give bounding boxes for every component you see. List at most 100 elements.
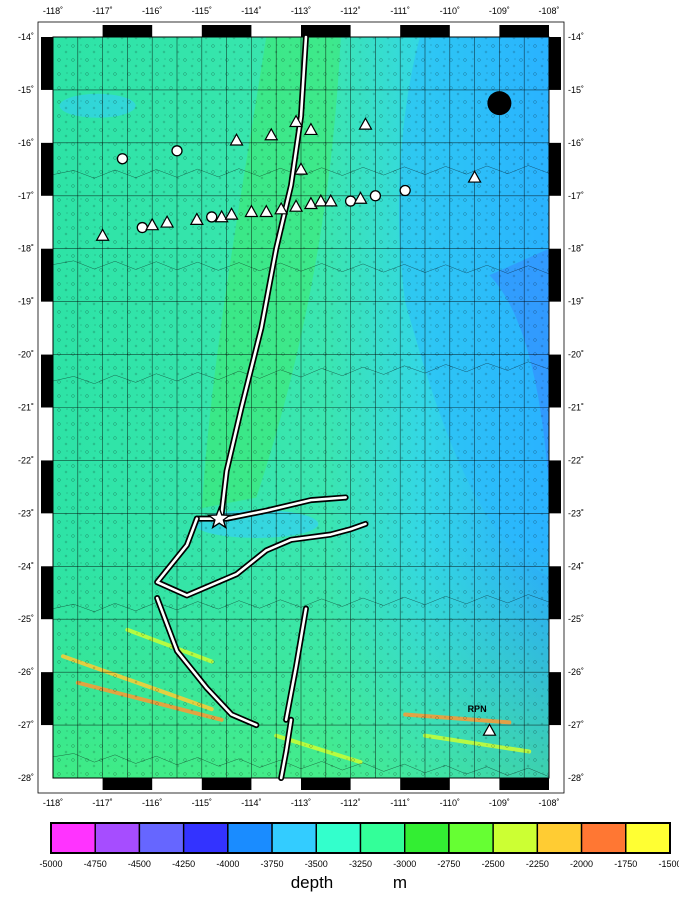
sample-circle-marker	[136, 221, 148, 234]
frame-bar-bottom	[301, 778, 351, 790]
lat-tick-label-right: -23˚	[568, 508, 584, 518]
sample-triangle-marker	[358, 117, 373, 130]
lon-tick-label-bottom: -116˚	[142, 798, 162, 808]
sample-triangle-marker	[289, 199, 304, 212]
lat-tick-label-right: -14˚	[568, 32, 584, 42]
frame-bar-bottom	[102, 778, 153, 790]
lon-tick-label-bottom: -114˚	[241, 798, 261, 808]
lon-tick-label-top: -111˚	[390, 6, 410, 16]
colorbar-tick-label: -2250	[526, 859, 549, 869]
lat-tick-label-left: -22˚	[18, 455, 34, 465]
colorbar-segment	[227, 822, 273, 854]
lon-tick-label-top: -110˚	[440, 6, 460, 16]
lon-tick-label-bottom: -113˚	[291, 798, 311, 808]
colorbar-tick-label: -3750	[261, 859, 284, 869]
frame-bar-right	[549, 37, 561, 90]
lat-tick-label-left: -27˚	[18, 720, 34, 730]
lat-tick-label-left: -16˚	[18, 138, 34, 148]
sample-triangle-marker	[189, 212, 204, 226]
lon-tick-label-top: -109˚	[489, 6, 510, 16]
lon-tick-label-top: -117˚	[92, 6, 112, 16]
frame-bar-top	[102, 25, 153, 37]
graticule	[52, 36, 550, 779]
sample-triangle-marker	[303, 122, 318, 136]
lat-tick-label-right: -21˚	[568, 403, 584, 413]
spreading-axis	[220, 35, 308, 515]
sample-triangle-marker	[229, 132, 244, 146]
lon-tick-label-top: -115˚	[192, 6, 212, 16]
frame-bar-top	[301, 25, 351, 37]
spreading-axis	[279, 718, 293, 780]
colorbar-tick-label: -2000	[570, 859, 593, 869]
sample-triangle-marker	[224, 207, 239, 220]
sample-triangle-marker	[264, 127, 279, 141]
lon-tick-label-bottom: -118˚	[43, 798, 63, 808]
sample-triangle-marker	[313, 193, 328, 207]
frame-bar-bottom	[201, 778, 252, 790]
sample-triangle-marker	[323, 193, 338, 207]
sample-circle-marker	[206, 211, 218, 223]
frame-bar-left	[41, 672, 53, 726]
lat-tick-label-left: -14˚	[18, 32, 34, 42]
frame-bar-left	[41, 354, 53, 408]
sample-triangle-marker	[353, 191, 368, 204]
colorbar-tick-label: -3250	[349, 859, 372, 869]
lat-tick-label-right: -16˚	[568, 138, 584, 148]
colorbar-segment	[138, 822, 185, 854]
colorbar-segment	[625, 822, 671, 854]
lat-tick-label-right: -25˚	[568, 614, 584, 624]
colorbar-segment	[271, 822, 317, 854]
colorbar-tick-label: -1750	[614, 859, 637, 869]
colorbar-segment	[536, 822, 583, 854]
spreading-axis	[284, 607, 308, 722]
frame-bar-left	[41, 248, 53, 302]
sample-triangle-marker	[274, 201, 289, 215]
lat-tick-label-right: -15˚	[568, 85, 584, 95]
colorbar-tick-label: -1500	[658, 859, 679, 869]
lat-tick-label-right: -26˚	[568, 667, 584, 677]
colorbar-tick-label: -4250	[172, 859, 195, 869]
colorbar-tick-label: -2500	[482, 859, 505, 869]
frame-bar-top	[499, 25, 549, 37]
colorbar-tick-label: -3500	[305, 859, 328, 869]
frame-bar-top	[201, 25, 252, 37]
colorbar-segment	[492, 822, 539, 854]
lon-tick-label-bottom: -112˚	[340, 798, 360, 808]
lon-tick-label-top: -108˚	[538, 6, 559, 16]
frame-bar-bottom	[499, 778, 549, 790]
frame-bar-right	[549, 248, 561, 302]
lat-tick-label-left: -28˚	[18, 773, 34, 783]
colorbar-segment	[50, 822, 96, 854]
lat-tick-label-left: -20˚	[18, 350, 34, 360]
lat-tick-label-right: -28˚	[568, 773, 584, 783]
colorbar-title: depth	[291, 873, 334, 892]
lat-tick-label-left: -15˚	[18, 85, 34, 95]
colorbar-segment	[580, 822, 627, 854]
lat-tick-label-left: -18˚	[18, 244, 34, 254]
frame-bar-left	[41, 142, 53, 196]
frame-bar-left	[41, 37, 53, 90]
colorbar-tick-label: -3000	[393, 859, 416, 869]
lon-tick-label-bottom: -108˚	[538, 798, 559, 808]
lon-tick-label-bottom: -110˚	[440, 798, 460, 808]
sample-triangle-marker	[303, 196, 318, 210]
lat-tick-label-right: -18˚	[568, 244, 584, 254]
lat-tick-label-left: -17˚	[18, 191, 34, 201]
sample-triangle-marker	[259, 204, 274, 218]
sample-triangle-marker	[214, 209, 229, 223]
sample-triangle-marker	[244, 204, 259, 218]
site-label-rpn: RPN	[468, 704, 487, 714]
large-site-marker	[487, 91, 512, 116]
frame-bar-right	[549, 460, 561, 514]
frame-bar-bottom	[400, 778, 450, 790]
colorbar-unit: m	[393, 873, 407, 892]
colorbar-segment	[182, 822, 229, 854]
sample-triangle-marker	[293, 162, 309, 175]
sample-triangle-marker	[482, 723, 497, 736]
frame-outer-border	[37, 21, 565, 794]
lat-tick-label-left: -26˚	[18, 667, 34, 677]
lat-tick-label-right: -24˚	[568, 561, 584, 571]
sample-triangle-marker	[160, 215, 175, 228]
lat-tick-label-left: -19˚	[18, 297, 34, 307]
